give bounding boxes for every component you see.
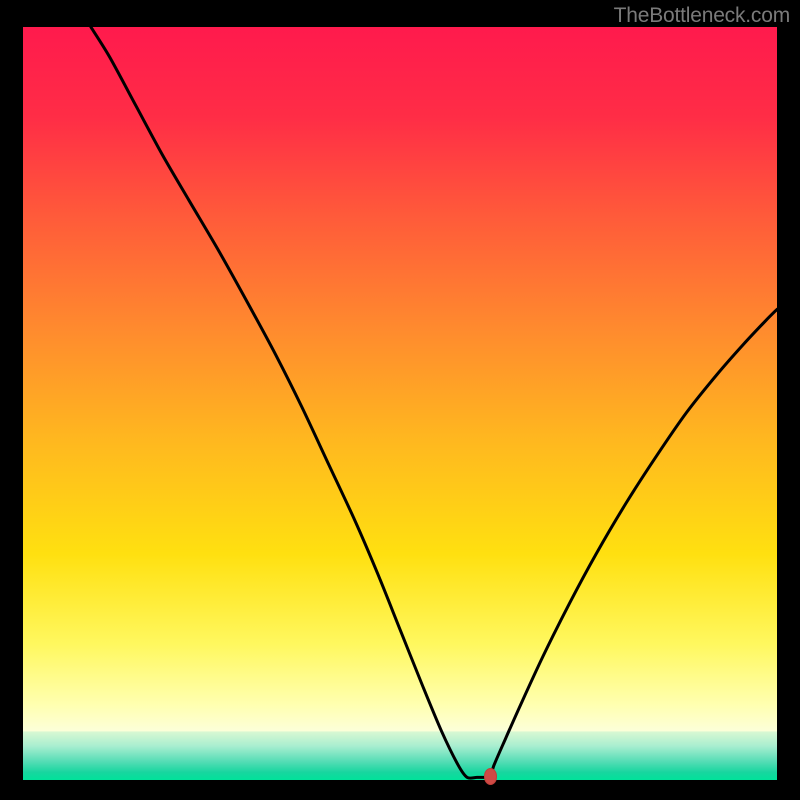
figure-root: { "canvas": { "width": 800, "height": 80… <box>0 0 800 800</box>
plot-area <box>23 27 777 780</box>
watermark-text: TheBottleneck.com <box>614 4 790 28</box>
bottleneck-curve <box>23 27 777 780</box>
bottleneck-point-marker <box>484 768 497 785</box>
